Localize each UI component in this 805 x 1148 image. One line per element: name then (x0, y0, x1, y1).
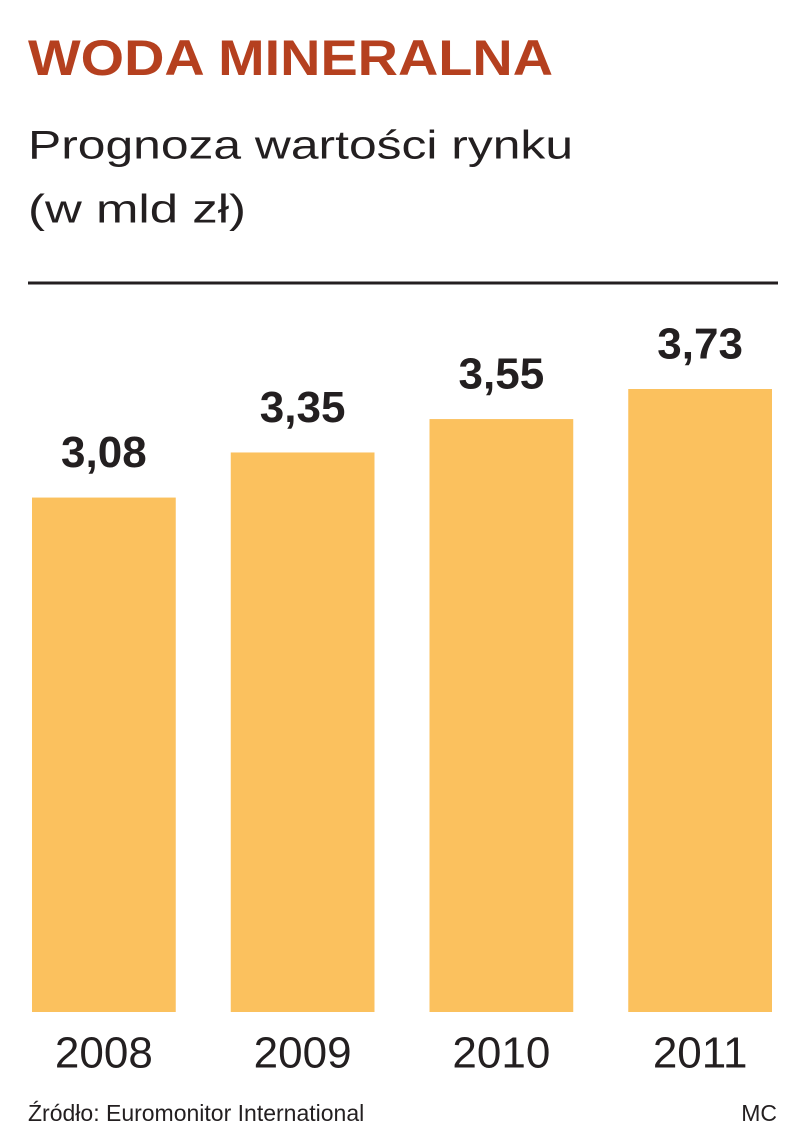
value-label: 3,35 (260, 383, 346, 432)
value-label: 3,73 (657, 320, 743, 369)
bar (429, 419, 574, 1012)
bar (230, 452, 375, 1012)
credit: MC (741, 1100, 777, 1126)
value-label: 3,55 (459, 350, 545, 399)
x-tick-label: 2008 (55, 1029, 153, 1078)
value-label: 3,08 (61, 428, 147, 477)
x-tick-label: 2011 (653, 1029, 748, 1078)
chart-title: WODA MINERALNA (28, 30, 553, 86)
bar (628, 389, 772, 1012)
source: Źródło: Euromonitor International (28, 1100, 364, 1126)
x-tick-label: 2009 (254, 1029, 352, 1078)
x-tick-label: 2010 (452, 1029, 550, 1078)
bar (32, 497, 176, 1012)
subtitle: (w mld zł) (28, 188, 246, 232)
subtitle: Prognoza wartości rynku (28, 124, 573, 168)
